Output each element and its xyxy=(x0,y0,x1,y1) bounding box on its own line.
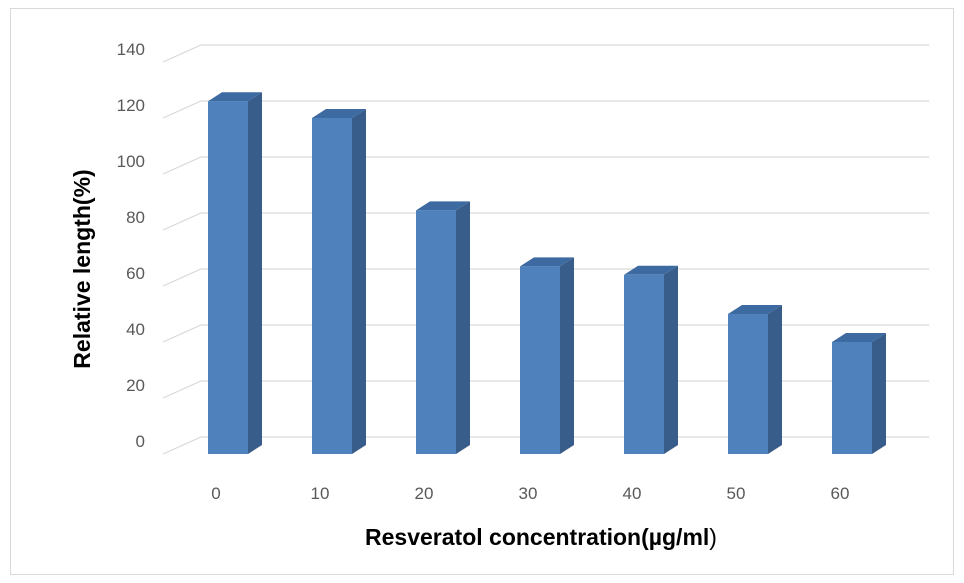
x-tick-label: 40 xyxy=(623,484,642,503)
gridline xyxy=(162,436,929,455)
y-tick-label: 120 xyxy=(117,96,145,115)
x-tick-label: 10 xyxy=(311,484,330,503)
bar-top-face xyxy=(416,201,470,211)
gridline xyxy=(162,44,929,63)
bar xyxy=(728,305,782,454)
x-axis-title-suffix: ) xyxy=(709,524,717,550)
bar-top-face xyxy=(728,305,782,314)
y-tick-label: 140 xyxy=(117,40,145,59)
bar-front-face xyxy=(520,266,560,454)
x-tick-label: 30 xyxy=(519,484,538,503)
gridline xyxy=(162,212,929,231)
x-tick-label: 20 xyxy=(415,484,434,503)
bar-top-face xyxy=(832,333,886,342)
x-axis-ticks: 0 10 20 30 40 50 60 xyxy=(211,484,849,503)
bar-side-face xyxy=(352,109,366,454)
bar-side-face xyxy=(560,257,574,454)
chart-area xyxy=(10,8,954,575)
gridline xyxy=(162,324,929,343)
bar xyxy=(520,257,574,454)
y-tick-label: 0 xyxy=(136,432,145,451)
x-tick-label: 60 xyxy=(831,484,850,503)
bar xyxy=(208,92,262,454)
gridlines xyxy=(162,44,929,455)
bars xyxy=(208,92,886,454)
gridline xyxy=(162,100,929,119)
bar-front-face xyxy=(832,342,872,454)
x-axis-title-main: Resveratol concentration(µg/ml xyxy=(365,524,709,550)
bar xyxy=(312,109,366,454)
bar-side-face xyxy=(456,201,470,454)
bar-top-face xyxy=(624,265,678,275)
x-axis-title: Resveratol concentration(µg/ml) xyxy=(365,524,717,550)
bar-side-face xyxy=(872,333,886,454)
bar-side-face xyxy=(768,305,782,454)
y-tick-label: 80 xyxy=(126,208,145,227)
y-axis-title: Relative length(%) xyxy=(69,169,95,368)
gridline xyxy=(162,380,929,399)
bar xyxy=(416,201,470,454)
bar-top-face xyxy=(312,109,366,118)
y-tick-label: 100 xyxy=(117,152,145,171)
y-axis-ticks: 0 20 40 60 80 100 120 140 xyxy=(117,40,145,451)
gridline xyxy=(162,156,929,175)
bar-top-face xyxy=(208,92,262,102)
bar xyxy=(832,333,886,454)
x-tick-label: 0 xyxy=(211,484,220,503)
bar-front-face xyxy=(208,101,248,454)
y-tick-label: 60 xyxy=(126,264,145,283)
bar-side-face xyxy=(248,92,262,454)
bar-top-face xyxy=(520,257,574,267)
y-tick-label: 40 xyxy=(126,320,145,339)
bar-front-face xyxy=(416,210,456,454)
bar-front-face xyxy=(624,274,664,454)
y-tick-label: 20 xyxy=(126,376,145,395)
x-tick-label: 50 xyxy=(727,484,746,503)
bar-front-face xyxy=(312,118,352,454)
bar-front-face xyxy=(728,314,768,454)
gridline xyxy=(162,268,929,287)
bar xyxy=(624,265,678,454)
bar-side-face xyxy=(664,265,678,454)
